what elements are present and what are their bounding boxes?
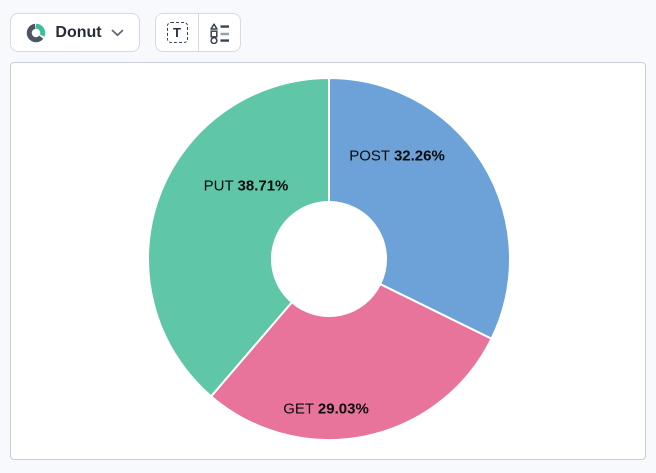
text-annotation-button[interactable]: T: [156, 14, 198, 51]
donut-chart: POST 32.26% GET 29.03% PUT 38.71%: [11, 63, 645, 459]
shape-legend-icon: [209, 22, 231, 44]
legend-button[interactable]: [198, 14, 240, 51]
donut-chart-icon: [26, 23, 46, 43]
donut-slice-post[interactable]: [328, 77, 511, 340]
donut-slice-put[interactable]: [147, 77, 330, 398]
toolbar: Donut T: [0, 0, 656, 52]
donut-slice-get[interactable]: [210, 283, 493, 441]
chart-type-label: Donut: [55, 23, 102, 41]
chart-panel: POST 32.26% GET 29.03% PUT 38.71%: [10, 62, 646, 460]
donut-chart-svg: [147, 77, 511, 441]
chevron-down-icon: [111, 29, 124, 37]
chart-type-dropdown[interactable]: Donut: [10, 13, 140, 52]
annotation-button-group: T: [155, 13, 241, 52]
text-selection-icon: T: [166, 22, 188, 43]
